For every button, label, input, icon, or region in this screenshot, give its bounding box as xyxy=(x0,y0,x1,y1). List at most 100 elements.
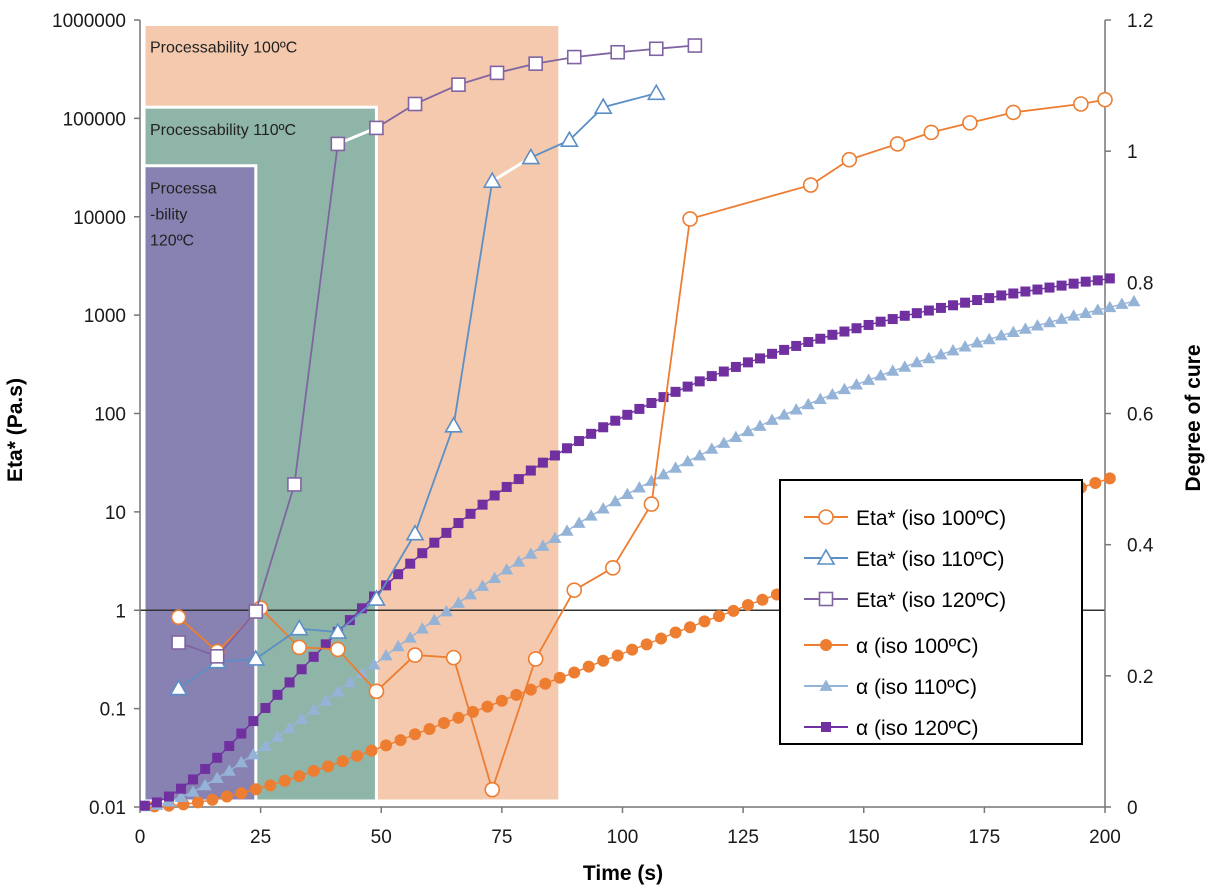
data-point xyxy=(220,790,233,803)
y-left-tick-label: 0.1 xyxy=(100,700,126,721)
data-point xyxy=(923,124,940,141)
y-left-tick-label: 100000 xyxy=(63,109,126,130)
data-point xyxy=(753,419,767,431)
data-point xyxy=(1091,303,1105,315)
x-tick-label: 50 xyxy=(371,827,392,848)
data-point xyxy=(356,603,367,614)
data-point xyxy=(284,677,295,688)
data-point xyxy=(528,56,543,71)
data-point xyxy=(598,422,609,433)
data-point xyxy=(946,344,960,356)
data-point xyxy=(655,632,668,645)
data-point xyxy=(874,368,888,381)
data-point xyxy=(186,785,200,797)
data-point xyxy=(560,524,574,536)
data-point xyxy=(681,454,695,467)
data-point xyxy=(330,641,346,658)
data-point xyxy=(169,678,188,696)
data-point xyxy=(248,716,259,727)
data-point xyxy=(825,387,839,400)
data-point xyxy=(409,728,422,741)
data-point xyxy=(910,355,924,368)
data-point xyxy=(258,739,272,751)
data-point xyxy=(439,605,453,617)
series-5 xyxy=(139,273,1115,811)
data-point xyxy=(742,357,753,368)
legend-marker-2 xyxy=(818,591,834,607)
zone-label-2: 120ºC xyxy=(150,233,194,250)
legend-label-3: α (iso 100ºC) xyxy=(856,635,979,658)
data-point xyxy=(482,171,502,188)
data-point xyxy=(417,548,428,559)
data-point xyxy=(403,631,417,643)
data-point xyxy=(717,436,731,448)
data-point xyxy=(1055,312,1069,324)
data-point xyxy=(634,403,645,414)
data-point xyxy=(718,366,729,377)
zone-labels: Processability 100ºC Processability 110ºC… xyxy=(150,40,297,250)
y-left-tick-label: 1000 xyxy=(84,306,126,327)
data-point xyxy=(791,340,802,351)
zone-label-2: -bility xyxy=(150,207,187,224)
legend-items: Eta* (iso 100ºC) Eta* (iso 110ºC) Eta* (is… xyxy=(804,507,1006,740)
data-point xyxy=(1092,275,1103,286)
x-tick-label: 175 xyxy=(969,827,1001,848)
data-point xyxy=(582,660,595,673)
data-point xyxy=(351,749,364,762)
data-point xyxy=(1032,284,1043,295)
data-point xyxy=(481,700,494,713)
data-point xyxy=(548,531,562,543)
data-point xyxy=(705,442,719,454)
data-point xyxy=(1079,306,1093,319)
data-point xyxy=(765,413,779,425)
data-point xyxy=(512,555,526,567)
data-point xyxy=(176,783,187,794)
legend-label-0: Eta* (iso 100ºC) xyxy=(856,507,1006,530)
data-point xyxy=(1018,322,1032,334)
data-point xyxy=(536,539,550,551)
data-point xyxy=(984,293,995,304)
data-point xyxy=(1044,282,1055,293)
y-left-tick-label: 10000 xyxy=(73,208,126,229)
data-point xyxy=(789,403,803,415)
data-point xyxy=(875,316,886,327)
data-point xyxy=(188,774,199,785)
data-point xyxy=(741,599,754,612)
data-point xyxy=(898,360,912,372)
zone-2 xyxy=(142,164,258,803)
data-point xyxy=(501,481,512,492)
data-point xyxy=(444,416,464,433)
data-point xyxy=(524,683,537,696)
data-point xyxy=(549,450,560,461)
data-point xyxy=(560,130,579,147)
data-point xyxy=(1073,96,1089,112)
data-point xyxy=(283,721,297,734)
data-point xyxy=(640,638,653,651)
data-point xyxy=(1008,288,1019,299)
data-point xyxy=(489,490,500,501)
data-point xyxy=(730,361,741,372)
y-right-tick-label: 1 xyxy=(1127,142,1138,163)
data-point xyxy=(899,310,910,321)
data-point xyxy=(593,97,613,114)
data-point xyxy=(801,397,815,410)
data-point xyxy=(646,83,666,101)
data-point xyxy=(669,626,682,639)
data-point xyxy=(222,764,236,776)
data-point xyxy=(405,558,416,569)
data-point xyxy=(307,703,321,715)
y-left-tick-label: 1000000 xyxy=(52,11,126,32)
data-point xyxy=(246,748,260,760)
y-axis-left-title: Eta* (Pa.s) xyxy=(4,378,27,482)
y-right-tick-label: 1.2 xyxy=(1127,11,1153,32)
data-point xyxy=(441,527,452,538)
data-point xyxy=(484,781,501,798)
data-point xyxy=(322,760,335,773)
data-point xyxy=(887,314,898,325)
x-tick-label: 25 xyxy=(250,827,271,848)
data-point xyxy=(394,734,407,747)
legend-box xyxy=(779,479,1083,745)
legend-marker-3 xyxy=(820,639,832,651)
x-tick-label: 100 xyxy=(607,827,639,848)
